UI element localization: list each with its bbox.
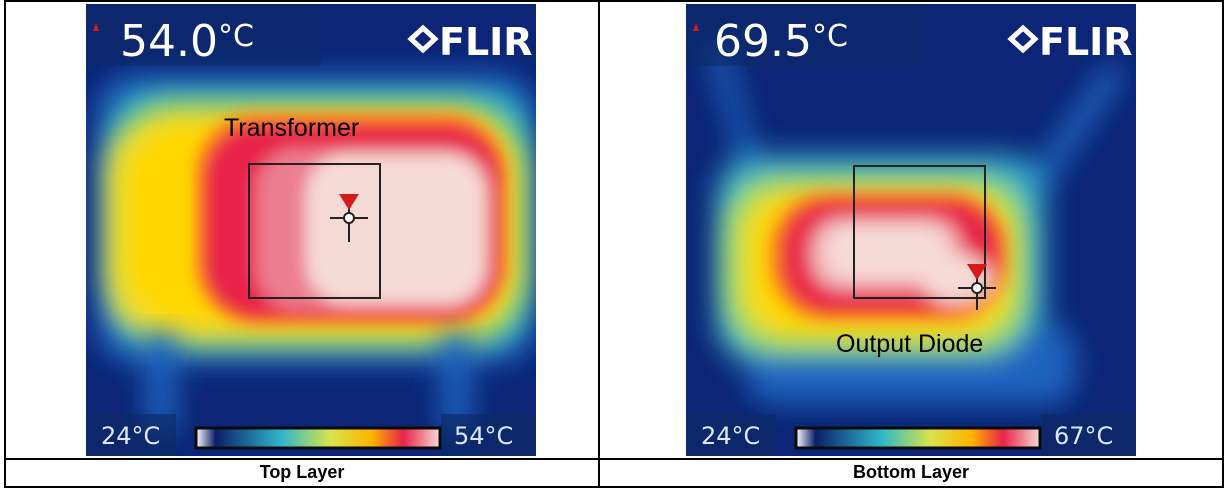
thermal-image-bottom-canvas	[686, 4, 1136, 456]
max-temp-indicator-icon	[693, 23, 699, 31]
crosshair-marker	[958, 264, 996, 310]
spot-temperature-unit: °C	[217, 19, 254, 54]
flir-logo-text: FLIR	[439, 20, 533, 64]
spot-temperature-unit: °C	[811, 19, 848, 54]
image-table: 54.0°C FLIR Transformer 24°C 54°C	[4, 0, 1224, 488]
flir-logo-icon	[1007, 24, 1039, 54]
caption-top-layer: Top Layer	[259, 462, 345, 482]
max-temp-indicator-icon	[93, 23, 99, 31]
scale-max-label: 54°C	[454, 422, 514, 450]
measurement-box	[853, 165, 986, 299]
measurement-box	[248, 163, 381, 299]
scale-min-label: 24°C	[701, 422, 761, 450]
thermal-image-top-canvas	[86, 4, 536, 456]
spot-temperature: 54.0°C	[120, 16, 254, 67]
thermal-image-top-layer: 54.0°C FLIR Transformer 24°C 54°C	[86, 4, 536, 456]
component-label: Transformer	[224, 114, 360, 142]
column-divider	[598, 2, 600, 486]
flir-logo-icon	[407, 24, 439, 54]
crosshair-marker	[330, 194, 368, 242]
spot-temperature-value: 54.0	[120, 16, 218, 67]
spot-temperature-value: 69.5	[714, 16, 812, 67]
caption-bottom-layer: Bottom Layer	[852, 462, 969, 482]
color-scale-bar	[194, 426, 442, 450]
scale-max-label: 67°C	[1054, 422, 1114, 450]
scale-min-label: 24°C	[101, 422, 161, 450]
color-scale-bar	[794, 426, 1042, 450]
caption-divider	[6, 458, 1222, 460]
thermal-image-bottom-layer: 69.5°C FLIR Output Diode 24°C 67°C	[686, 4, 1136, 456]
spot-temperature: 69.5°C	[714, 16, 848, 67]
flir-logo-text: FLIR	[1039, 20, 1133, 64]
component-label: Output Diode	[836, 330, 984, 358]
